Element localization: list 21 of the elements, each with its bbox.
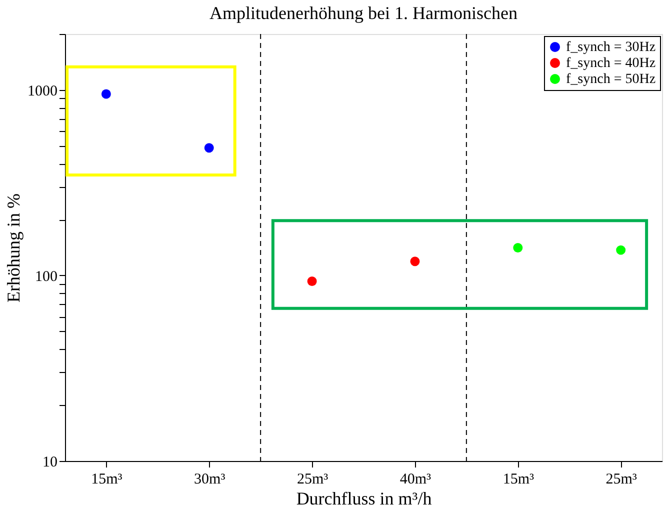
- point: [616, 245, 626, 255]
- x-tick-label: 25m³: [606, 472, 638, 488]
- y-tick-label: 10: [42, 454, 58, 470]
- y-tick-label: 100: [35, 268, 58, 285]
- x-tick-label: 40m³: [400, 472, 432, 488]
- legend-label: f_synch = 50Hz: [566, 72, 656, 87]
- x-tick-label: 25m³: [296, 472, 329, 488]
- y-axis-title: Erhöhung in %: [4, 194, 24, 302]
- x-axis-title: Durchfluss in m³/h: [296, 488, 432, 508]
- x-tick-label: 15m³: [502, 472, 534, 488]
- point: [204, 143, 214, 153]
- x-tick-label: 15m³: [91, 472, 123, 488]
- point: [101, 89, 111, 99]
- chart-title: Amplitudenerhöhung bei 1. Harmonischen: [210, 3, 518, 23]
- legend-label: f_synch = 30Hz: [566, 40, 656, 55]
- point: [410, 256, 420, 266]
- x-tick-label: 30m³: [194, 472, 226, 488]
- point: [513, 243, 523, 252]
- point: [307, 276, 317, 286]
- legend-label: f_synch = 40Hz: [566, 56, 656, 71]
- y-tick-label: 1000: [28, 83, 58, 100]
